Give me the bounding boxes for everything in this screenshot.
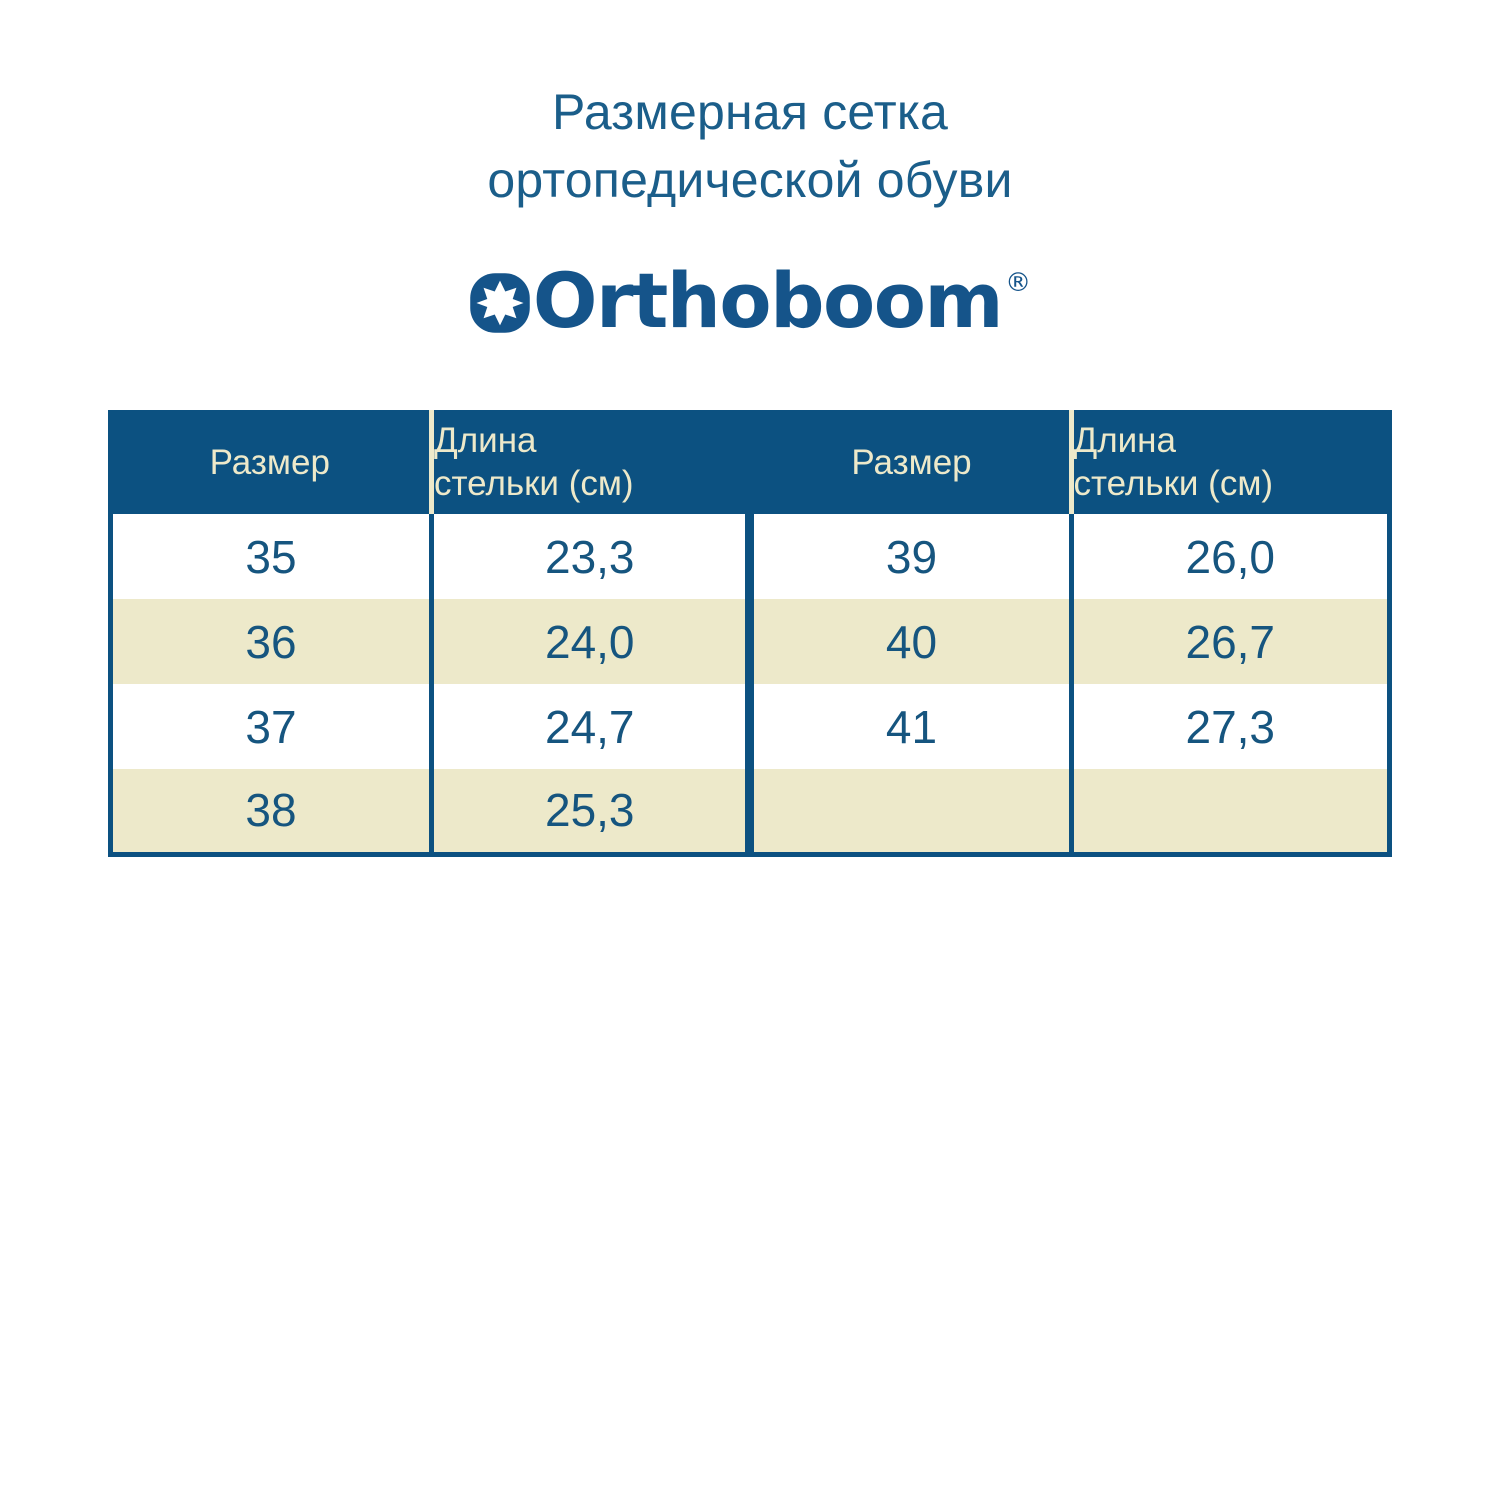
brand-logo-inner: Orthoboom ® <box>469 256 1032 345</box>
cell-length-left: 24,7 <box>429 684 750 769</box>
table-body: 35 23,3 39 26,0 36 24,0 40 26,7 37 24,7 … <box>107 514 1392 857</box>
cell-size-right <box>745 769 1071 857</box>
cell-size-left: 38 <box>107 769 432 857</box>
page-title: Размерная сетка ортопедической обуви <box>0 78 1500 214</box>
cell-length-right: 27,3 <box>1068 684 1392 769</box>
column-header-length-left-line1: Длина <box>434 421 537 460</box>
page-title-line-1: Размерная сетка <box>551 84 949 140</box>
cell-size-right: 41 <box>745 684 1071 769</box>
cell-length-left: 24,0 <box>429 599 750 684</box>
column-header-size-left: Размер <box>110 410 432 514</box>
cell-size-left: 36 <box>107 599 432 684</box>
table-row: 38 25,3 <box>107 769 1392 857</box>
cell-size-left: 37 <box>107 684 432 769</box>
cell-length-right <box>1068 769 1392 857</box>
brand-logo-wordmark: Orthoboom <box>532 256 1004 345</box>
table-header: Размер Длина стельки (см) Размер Длина с… <box>110 410 1390 514</box>
table-row: 37 24,7 41 27,3 <box>107 684 1392 769</box>
cell-size-left: 35 <box>107 514 432 599</box>
page-title-line-2: ортопедической обуви <box>487 152 1013 208</box>
table-header-row: Размер Длина стельки (см) Размер Длина с… <box>110 410 1390 514</box>
column-header-length-right: Длина стельки (см) <box>1068 410 1390 514</box>
size-chart-table: Размер Длина стельки (см) Размер Длина с… <box>107 410 1392 857</box>
column-header-size-right: Размер <box>745 410 1071 514</box>
table-row: 36 24,0 40 26,7 <box>107 599 1392 684</box>
column-header-length-right-line1: Длина <box>1073 421 1176 460</box>
cell-size-right: 39 <box>745 514 1071 599</box>
cell-length-left: 23,3 <box>429 514 750 599</box>
column-header-length-left: Длина стельки (см) <box>429 410 750 514</box>
cell-length-left: 25,3 <box>429 769 750 857</box>
table-row: 35 23,3 39 26,0 <box>107 514 1392 599</box>
cell-length-right: 26,0 <box>1068 514 1392 599</box>
eight-point-star-icon <box>470 273 530 333</box>
brand-logo: Orthoboom ® <box>0 256 1500 346</box>
registered-trademark-icon: ® <box>1005 268 1032 298</box>
cell-length-right: 26,7 <box>1068 599 1392 684</box>
column-header-length-left-line2: стельки (см) <box>434 464 634 503</box>
size-chart-table-container: Размер Длина стельки (см) Размер Длина с… <box>107 410 1392 857</box>
cell-size-right: 40 <box>745 599 1071 684</box>
column-header-length-right-line2: стельки (см) <box>1073 464 1274 503</box>
